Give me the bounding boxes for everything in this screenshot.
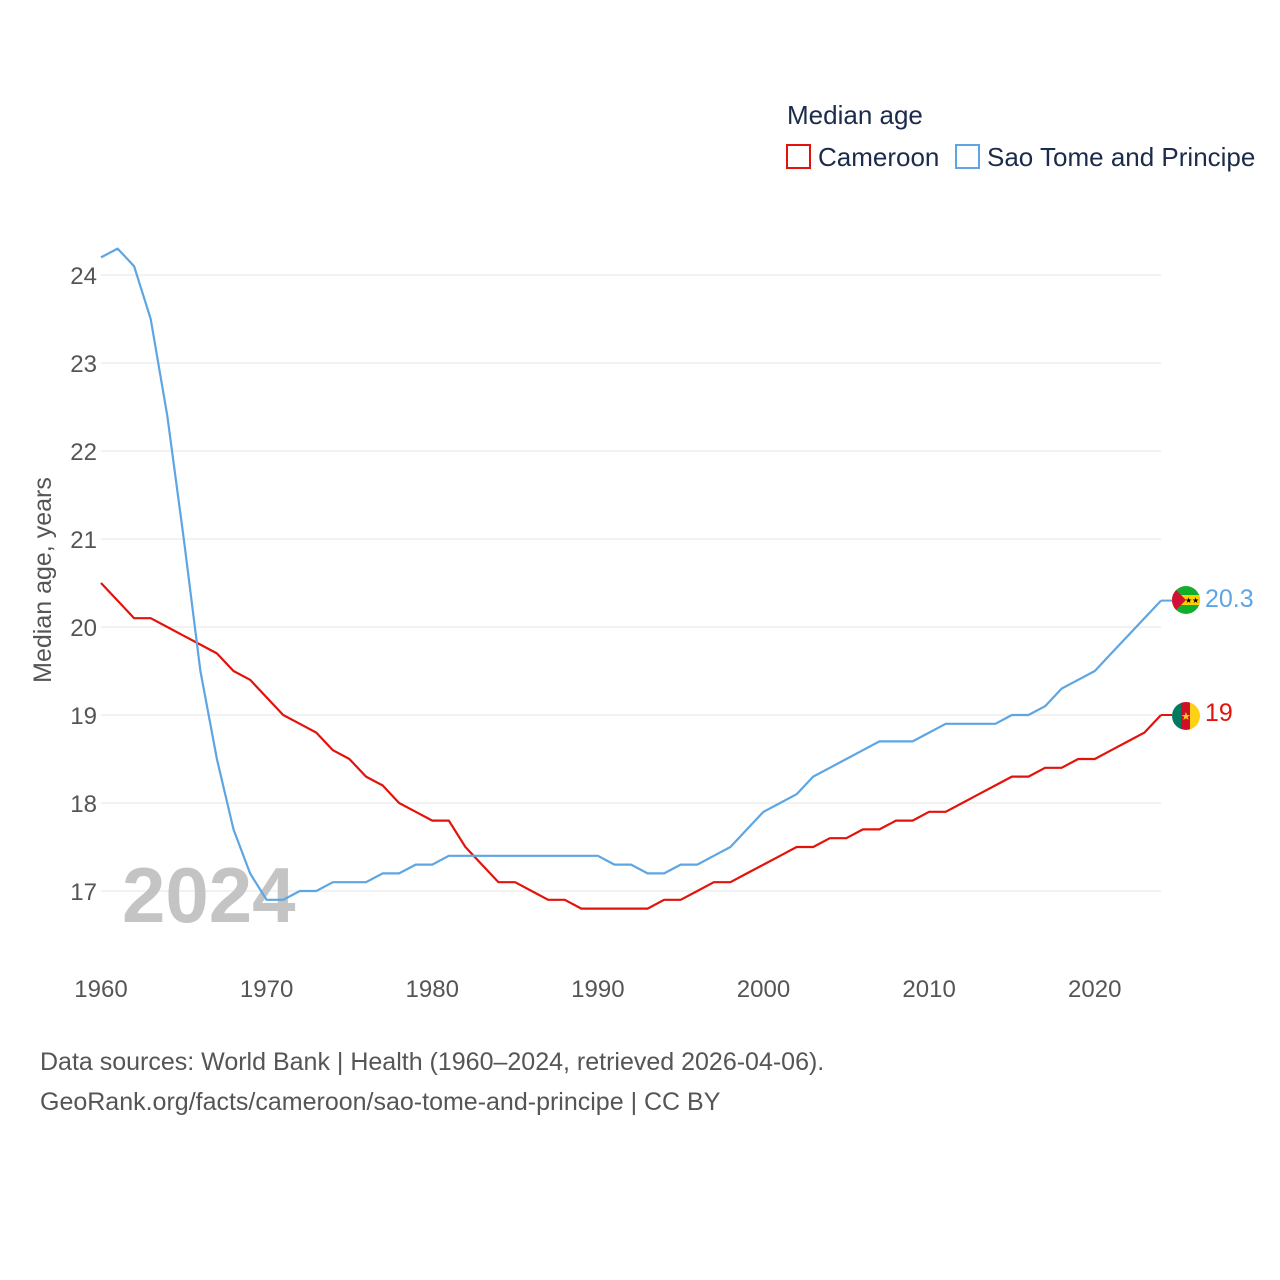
x-tick-label: 1980 <box>406 976 459 1003</box>
y-axis-ticks: 17 18 19 20 21 22 23 24 <box>70 263 97 906</box>
y-tick-label: 23 <box>70 351 97 378</box>
legend-label-cameroon: Cameroon <box>818 142 939 172</box>
median-age-chart: 17 18 19 20 21 22 23 24 1960 1970 1980 1990 2000 201… <box>29 100 1255 1003</box>
sao-tome-flag-icon: ★ ★ <box>1172 586 1200 614</box>
y-tick-label: 20 <box>70 615 97 642</box>
source-line-1: Data sources: World Bank | Health (1960–… <box>40 1048 825 1076</box>
svg-text:★: ★ <box>1181 711 1191 723</box>
series-line-sao-tome-and-principe[interactable] <box>100 247 1162 901</box>
sao-tome-end-value: 20.3 <box>1205 585 1254 613</box>
x-tick-label: 2010 <box>902 976 955 1003</box>
y-axis-label: Median age, years <box>29 477 57 683</box>
x-tick-label: 1990 <box>571 976 624 1003</box>
legend-title: Median age <box>787 100 923 130</box>
legend-item-sao-tome[interactable]: Sao Tome and Principe <box>955 142 1255 172</box>
legend-swatch-cameroon <box>786 144 811 169</box>
legend: Median age Cameroon Sao Tome and Princip… <box>786 100 1255 172</box>
y-tick-label: 24 <box>70 263 97 290</box>
y-tick-label: 18 <box>70 791 97 818</box>
series-layer <box>100 247 1172 910</box>
x-tick-label: 2000 <box>737 976 790 1003</box>
legend-label-sao-tome: Sao Tome and Principe <box>987 142 1255 172</box>
y-tick-label: 19 <box>70 703 97 730</box>
source-line-2[interactable]: GeoRank.org/facts/cameroon/sao-tome-and-… <box>40 1088 721 1116</box>
x-tick-label: 1960 <box>74 976 127 1003</box>
cameroon-flag-icon: ★ <box>1172 702 1200 730</box>
cameroon-end-value: 19 <box>1205 699 1233 727</box>
y-tick-label: 22 <box>70 439 97 466</box>
x-tick-label: 2020 <box>1068 976 1121 1003</box>
x-tick-label: 1970 <box>240 976 293 1003</box>
series-line-cameroon[interactable] <box>100 582 1162 910</box>
source-note: Data sources: World Bank | Health (1960–… <box>40 1042 824 1122</box>
legend-item-cameroon[interactable]: Cameroon <box>786 142 939 172</box>
svg-text:★: ★ <box>1192 596 1199 605</box>
year-watermark: 2024 <box>122 851 296 939</box>
y-tick-label: 17 <box>70 879 97 906</box>
svg-text:★: ★ <box>1185 596 1192 605</box>
grid-lines <box>101 274 1161 892</box>
y-tick-label: 21 <box>70 527 97 554</box>
x-axis-ticks: 1960 1970 1980 1990 2000 2010 2020 <box>74 976 1121 1003</box>
legend-swatch-sao-tome <box>955 144 980 169</box>
